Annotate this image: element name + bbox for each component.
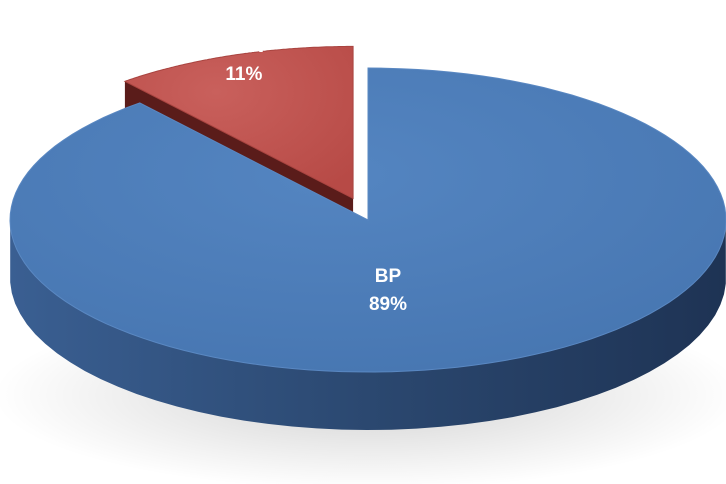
slice-bp [9, 67, 726, 430]
slice-bpn-value-label: 11% [225, 64, 262, 85]
slice-bp-rim [10, 224, 726, 430]
slice-bp-top [9, 67, 726, 373]
slice-bp-label: BP [375, 266, 402, 287]
slice-bp-value-label: 89% [369, 294, 407, 315]
slice-bpn-label: BPN [224, 36, 264, 57]
slice-bpn-top [123, 45, 354, 200]
